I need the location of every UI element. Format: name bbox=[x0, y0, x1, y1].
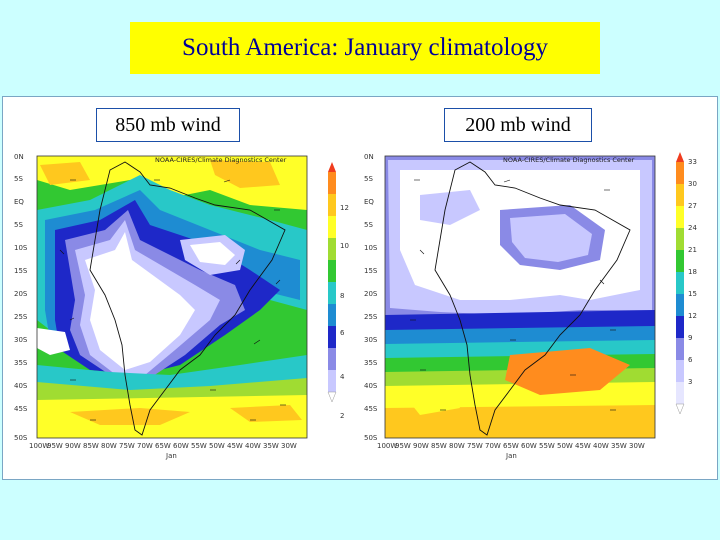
svg-text:10S: 10S bbox=[364, 244, 378, 252]
svg-text:70W: 70W bbox=[137, 442, 153, 450]
svg-text:25S: 25S bbox=[364, 313, 378, 321]
svg-text:90W: 90W bbox=[413, 442, 429, 450]
svg-text:45W: 45W bbox=[575, 442, 591, 450]
svg-text:EQ: EQ bbox=[14, 198, 24, 206]
svg-text:70W: 70W bbox=[485, 442, 501, 450]
svg-text:20S: 20S bbox=[364, 290, 378, 298]
svg-text:50S: 50S bbox=[364, 434, 378, 442]
svg-text:35S: 35S bbox=[14, 359, 28, 367]
svg-text:80W: 80W bbox=[101, 442, 117, 450]
map-850mb-wind: NOAA-CIRES/Climate Diagnostics Center 0N… bbox=[14, 153, 349, 460]
svg-text:12: 12 bbox=[688, 312, 697, 320]
svg-text:30S: 30S bbox=[364, 336, 378, 344]
lon-labels-850: 100W 95W 90W 85W 80W 75W 70W 65W 60W 55W… bbox=[29, 442, 297, 450]
slide-title: South America: January climatology bbox=[130, 22, 600, 74]
svg-text:27: 27 bbox=[688, 202, 697, 210]
svg-text:45W: 45W bbox=[227, 442, 243, 450]
svg-text:6: 6 bbox=[688, 356, 693, 364]
svg-text:40W: 40W bbox=[245, 442, 261, 450]
svg-text:40S: 40S bbox=[364, 382, 378, 390]
wind-arrows-200 bbox=[410, 179, 616, 411]
panel-label-200-text: 200 mb wind bbox=[465, 113, 571, 136]
colorbar-850: 12 10 8 6 4 2 bbox=[327, 162, 349, 420]
slide-title-text: South America: January climatology bbox=[182, 34, 548, 61]
svg-text:50S: 50S bbox=[14, 434, 28, 442]
svg-text:90W: 90W bbox=[65, 442, 81, 450]
lon-labels-200: 100W 95W 90W 85W 80W 75W 70W 65W 60W 55W… bbox=[377, 442, 645, 450]
coastline bbox=[434, 161, 631, 436]
svg-text:95W: 95W bbox=[47, 442, 63, 450]
svg-text:30S: 30S bbox=[14, 336, 28, 344]
svg-text:25S: 25S bbox=[14, 313, 28, 321]
wind-speed-field-850 bbox=[37, 156, 307, 438]
map-200mb-wind: NOAA-CIRES/Climate Diagnostics Center 0N… bbox=[364, 152, 697, 460]
svg-text:5S: 5S bbox=[14, 221, 23, 229]
panel-label-850-text: 850 mb wind bbox=[115, 113, 221, 136]
svg-text:75W: 75W bbox=[467, 442, 483, 450]
svg-text:35S: 35S bbox=[364, 359, 378, 367]
svg-text:6: 6 bbox=[340, 329, 345, 337]
map-frame-850 bbox=[36, 155, 308, 439]
svg-text:50W: 50W bbox=[209, 442, 225, 450]
svg-text:65W: 65W bbox=[155, 442, 171, 450]
svg-text:3: 3 bbox=[688, 378, 692, 386]
map-frame-200 bbox=[384, 155, 656, 439]
svg-text:30W: 30W bbox=[629, 442, 645, 450]
svg-text:30: 30 bbox=[688, 180, 697, 188]
svg-text:85W: 85W bbox=[431, 442, 447, 450]
svg-text:45S: 45S bbox=[364, 405, 378, 413]
svg-text:0N: 0N bbox=[364, 153, 374, 161]
svg-text:15S: 15S bbox=[364, 267, 378, 275]
svg-text:24: 24 bbox=[688, 224, 697, 232]
credit-200: NOAA-CIRES/Climate Diagnostics Center bbox=[503, 156, 635, 164]
credit-850: NOAA-CIRES/Climate Diagnostics Center bbox=[155, 156, 287, 164]
svg-text:10: 10 bbox=[340, 242, 349, 250]
wind-arrows-850 bbox=[59, 179, 286, 421]
lat-labels-200: 0N 5S EQ 5S 10S 15S 20S 25S 30S 35S 40S … bbox=[364, 153, 378, 442]
svg-text:12: 12 bbox=[340, 204, 349, 212]
svg-text:33: 33 bbox=[688, 158, 697, 166]
svg-text:35W: 35W bbox=[611, 442, 627, 450]
svg-text:35W: 35W bbox=[263, 442, 279, 450]
svg-text:15: 15 bbox=[688, 290, 697, 298]
svg-text:50W: 50W bbox=[557, 442, 573, 450]
svg-text:0N: 0N bbox=[14, 153, 24, 161]
month-label-200: Jan bbox=[505, 452, 517, 460]
svg-text:21: 21 bbox=[688, 246, 697, 254]
svg-text:5S: 5S bbox=[364, 221, 373, 229]
svg-text:75W: 75W bbox=[119, 442, 135, 450]
panel-label-200: 200 mb wind bbox=[444, 108, 592, 142]
svg-text:5S: 5S bbox=[364, 175, 373, 183]
svg-text:80W: 80W bbox=[449, 442, 465, 450]
svg-text:5S: 5S bbox=[14, 175, 23, 183]
svg-text:2: 2 bbox=[340, 412, 344, 420]
wind-speed-field-200 bbox=[385, 156, 655, 438]
svg-text:65W: 65W bbox=[503, 442, 519, 450]
svg-text:60W: 60W bbox=[521, 442, 537, 450]
svg-text:60W: 60W bbox=[173, 442, 189, 450]
svg-text:18: 18 bbox=[688, 268, 697, 276]
svg-text:40S: 40S bbox=[14, 382, 28, 390]
svg-text:55W: 55W bbox=[539, 442, 555, 450]
svg-text:95W: 95W bbox=[395, 442, 411, 450]
svg-text:85W: 85W bbox=[83, 442, 99, 450]
colorbar-200: 33 30 27 24 21 18 15 12 9 6 3 bbox=[675, 152, 697, 415]
month-label-850: Jan bbox=[165, 452, 177, 460]
svg-text:10S: 10S bbox=[14, 244, 28, 252]
svg-text:100W: 100W bbox=[29, 442, 49, 450]
svg-text:4: 4 bbox=[340, 373, 345, 381]
coastline bbox=[89, 161, 286, 436]
svg-text:30W: 30W bbox=[281, 442, 297, 450]
svg-text:15S: 15S bbox=[14, 267, 28, 275]
svg-text:40W: 40W bbox=[593, 442, 609, 450]
lat-labels-850: 0N 5S EQ 5S 10S 15S 20S 25S 30S 35S 40S … bbox=[14, 153, 28, 442]
svg-text:20S: 20S bbox=[14, 290, 28, 298]
panel-label-850: 850 mb wind bbox=[96, 108, 240, 142]
svg-text:45S: 45S bbox=[14, 405, 28, 413]
svg-text:8: 8 bbox=[340, 292, 344, 300]
svg-text:9: 9 bbox=[688, 334, 692, 342]
svg-text:100W: 100W bbox=[377, 442, 397, 450]
svg-text:EQ: EQ bbox=[364, 198, 374, 206]
svg-text:55W: 55W bbox=[191, 442, 207, 450]
